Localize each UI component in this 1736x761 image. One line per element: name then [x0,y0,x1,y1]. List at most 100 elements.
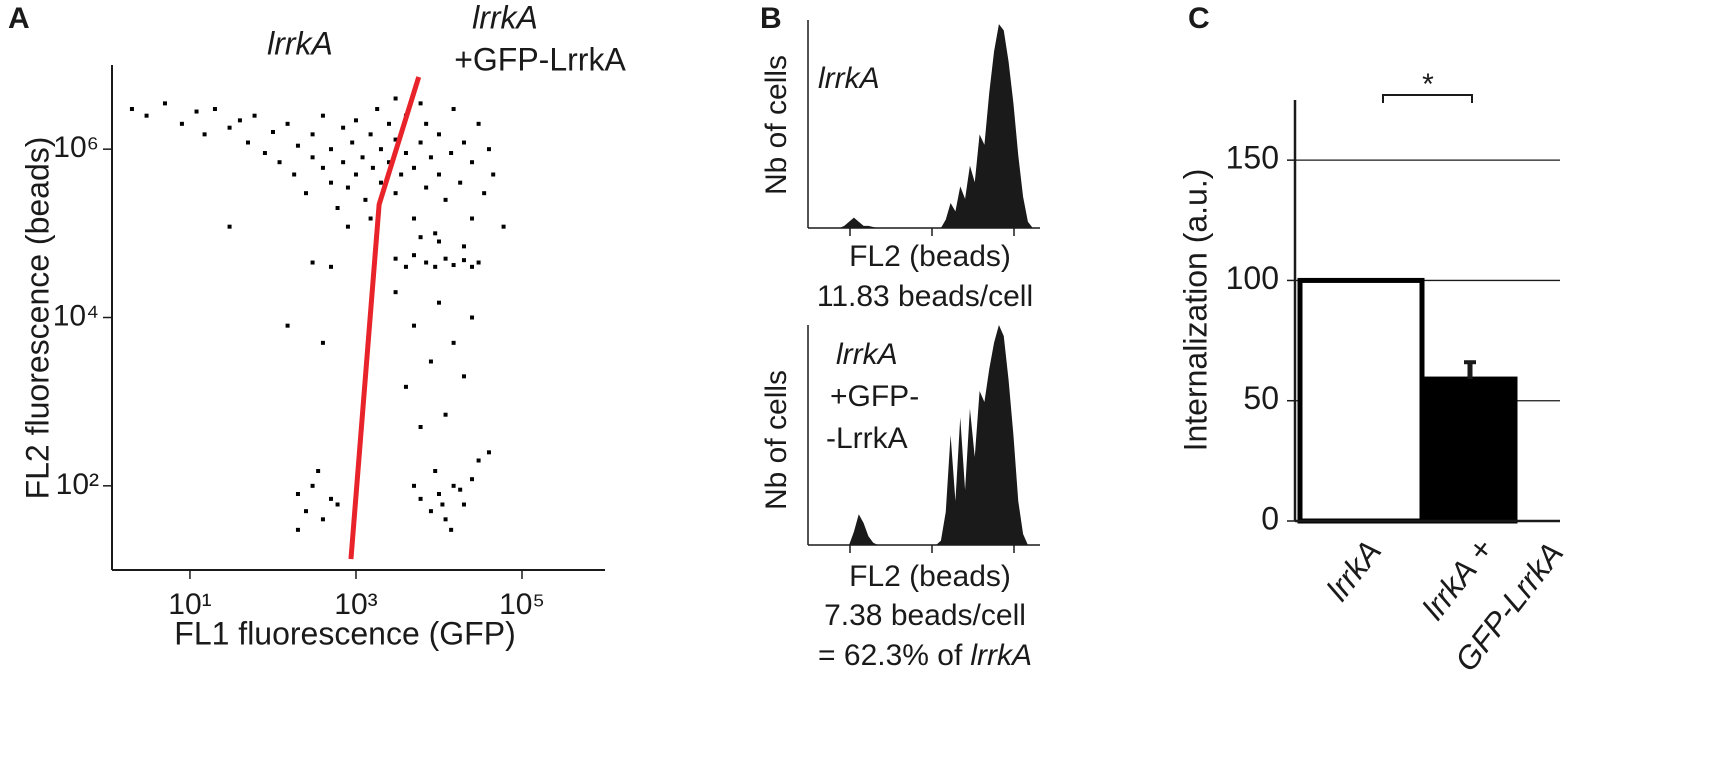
footnote-strain: lrrkA [970,639,1032,672]
point [270,129,275,134]
x-tick-label: 10¹ [168,588,211,621]
y-tick-label: 100 [1226,260,1279,296]
point [461,140,466,145]
x-axis-title: FL1 fluorescence (GFP) [174,615,515,651]
point [433,231,438,236]
y-tick-label: 10⁶ [53,131,99,164]
point [418,425,423,430]
point [129,107,134,112]
point [501,224,506,229]
point [461,502,466,507]
histogram-ticks [849,228,1015,553]
point [482,191,487,196]
point [304,509,309,514]
bar [1422,376,1518,524]
point [341,160,346,165]
panel-letter: A [8,2,30,35]
point [345,224,350,229]
point [449,151,454,156]
footnote-text: = 62.3% of [818,639,963,672]
point [194,109,199,114]
annotation: +GFP-LrrkA [454,41,626,77]
point [433,469,438,474]
y-axis-title: FL2 fluorescence (beads) [19,137,55,500]
point [350,140,355,145]
point [378,147,383,152]
point [470,315,475,320]
point [476,260,481,265]
point [411,483,416,488]
point [393,96,398,101]
point [428,155,433,160]
point [320,517,325,522]
point [310,155,315,160]
y-axis-title: Nb of cells [760,370,793,510]
point [335,205,340,210]
annotation: lrrkA [836,338,898,371]
y-tick-label: 0 [1261,500,1279,536]
point [393,137,398,142]
point [433,264,438,269]
point [443,412,448,417]
point [245,140,250,145]
point [320,113,325,118]
point [328,180,333,185]
point [368,216,373,221]
point [310,483,315,488]
x-tick-label: 10³ [334,588,377,621]
y-axis-title: Nb of cells [760,55,793,195]
point [393,290,398,295]
point [428,509,433,514]
point [212,107,217,112]
point [461,374,466,379]
point [436,239,441,244]
panel-letter: B [760,2,782,35]
point [418,140,423,145]
point [411,165,416,170]
y-tick-label: 150 [1226,140,1279,176]
point [436,300,441,305]
annotation: lrrkA [267,25,333,61]
point [461,258,466,263]
x-tick-label: 10⁵ [499,588,545,621]
point [378,180,383,185]
point [451,107,456,112]
point [470,216,475,221]
point [443,197,448,202]
point [461,244,466,249]
annotation: lrrkA [472,0,538,35]
point [227,125,232,130]
point [443,517,448,522]
point [458,180,463,185]
y-tick-label: 10² [56,468,99,501]
histogram-area [808,24,1040,228]
point [476,121,481,126]
point [328,264,333,269]
point [262,151,267,156]
point [424,185,429,190]
point [360,155,365,160]
point [285,323,290,328]
significance-bracket [1382,94,1473,103]
point [277,160,282,165]
y-tick-label: 10⁴ [53,299,99,332]
point [470,160,475,165]
point [458,487,463,492]
point [320,340,325,345]
point [436,491,441,496]
point [363,197,368,202]
point [486,450,491,455]
point [486,147,491,152]
footnote: = 62.3% of lrrkA [818,639,1032,672]
point [335,502,340,507]
point [436,172,441,177]
annotation: -LrrkA [826,422,908,455]
point [451,263,456,268]
point [440,502,445,507]
panel-letter: C [1188,2,1210,35]
point [393,256,398,261]
point [403,151,408,156]
point [162,101,167,106]
point [328,496,333,501]
